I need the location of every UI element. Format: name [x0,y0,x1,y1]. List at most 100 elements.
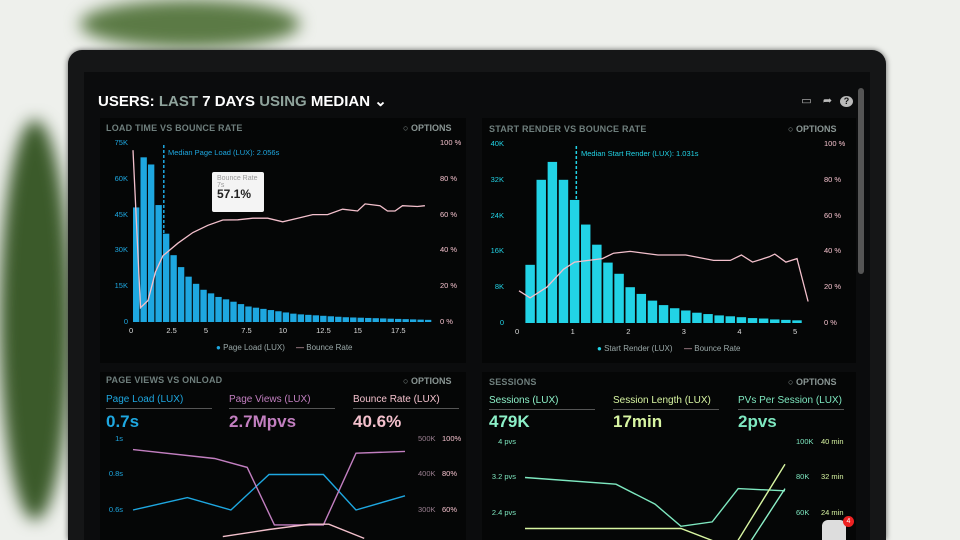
options-button[interactable]: ○ OPTIONS [403,376,452,386]
kpi-value: 40.6% [353,412,402,431]
histogram-bar [770,319,780,323]
monitor-icon[interactable]: ▭ [801,95,812,107]
histogram-bar [714,315,724,323]
median-annotation: Median Start Render (LUX): 1.031s [581,149,699,158]
histogram-bar [133,207,140,322]
histogram-bar [692,312,702,323]
tick-label: 32K [490,174,504,184]
histogram-bar [603,262,613,323]
help-icon[interactable]: ? [840,96,853,107]
tick-label: 20 % [440,281,458,291]
options-button[interactable]: ○ OPTIONS [403,123,452,133]
histogram-bar [327,316,334,322]
tick-label: 20 % [824,282,842,292]
histogram-bar [342,317,349,322]
histogram-bar [297,314,305,322]
histogram-bar [252,307,260,322]
tick-label: 60K [796,508,810,517]
tick-label: 80 % [440,173,458,183]
histogram-bar [747,318,758,323]
tick-label: 100 % [440,138,462,147]
tick-label: 0.8s [108,469,123,478]
chat-button[interactable] [822,520,846,540]
page-title[interactable]: USERS: LAST 7 DAYS USING MEDIAN ⌄ [98,92,387,110]
tick-label: 3 [681,327,686,336]
kpi-label[interactable]: Session Length (LUX) [613,395,719,410]
histogram-bar [580,224,591,323]
options-label: OPTIONS [795,124,837,134]
tick-label: 24K [490,210,504,220]
legend-label: Bounce Rate [306,343,353,352]
tick-label: 24 min [821,508,844,517]
histogram-bar [140,157,147,322]
tick-label: 2.4 pvs [491,508,516,517]
kpi-value: 2.7Mpvs [229,412,297,431]
tick-label: 60 % [824,210,842,220]
histogram-bar [636,293,647,323]
histogram-bar [558,179,569,323]
chart-title: START RENDER VS BOUNCE RATE [489,124,647,134]
tick-label: 0 [515,327,520,336]
kpi-label[interactable]: Page Load (LUX) [106,394,212,409]
histogram-bar [625,287,635,323]
background-plant [80,0,300,48]
tick-label: 60K [114,173,128,183]
options-button[interactable]: ○ OPTIONS [788,124,837,134]
histogram-bar [162,233,170,322]
series-line [132,473,406,511]
legend-item[interactable]: — Bounce Rate [296,343,353,352]
options-label: OPTIONS [410,376,452,386]
histogram-bar [290,313,297,322]
kpi-label[interactable]: Bounce Rate (LUX) [353,394,459,409]
tick-label: 4 pvs [498,437,516,446]
tick-label: 0.6s [108,505,123,514]
title-using: USING [259,93,307,110]
histogram-bar [736,317,747,323]
histogram-bar [350,317,357,322]
chevron-down-icon[interactable]: ⌄ [374,93,387,110]
legend-item[interactable]: ● Page Load (LUX) [216,343,285,352]
kpi-value: 479K [489,412,530,431]
chart-title: LOAD TIME VS BOUNCE RATE [106,123,243,133]
kpi-label[interactable]: Page Views (LUX) [229,394,335,409]
tick-label: 15K [114,281,128,291]
tooltip: Bounce Rate 7s 57.1% [212,172,264,212]
legend-item[interactable]: — Bounce Rate [684,344,741,353]
share-icon[interactable]: ➦ [822,95,833,107]
histogram-bar [592,244,602,323]
legend-line-icon: — [296,343,304,352]
background-plant [0,120,70,520]
histogram-bar [758,318,769,323]
histogram-bar [781,319,791,323]
legend-item[interactable]: ● Start Render (LUX) [597,344,673,353]
histogram-bar [402,319,409,322]
legend-dot-icon: ● [597,344,602,353]
histogram-bar [536,179,546,323]
histogram-bar [372,318,379,322]
histogram-bar [669,308,680,323]
tick-label: 80% [442,469,458,478]
tick-label: 15 [353,326,362,335]
tick-label: 75K [114,138,128,147]
tick-label: 0 % [440,317,453,326]
title-range: 7 DAYS [202,93,256,110]
legend-line-icon: — [684,344,692,353]
legend-label: Start Render (LUX) [604,344,673,353]
tick-label: 12.5 [316,326,331,335]
tick-label: 32 min [821,472,844,481]
tick-label: 8K [494,282,504,292]
title-last: LAST [158,93,199,110]
kpi-label[interactable]: Sessions (LUX) [489,395,595,410]
panel-sessions [482,372,856,540]
tick-label: 1 [570,327,575,336]
median-annotation: Median Page Load (LUX): 2.056s [168,148,280,157]
options-button[interactable]: ○ OPTIONS [788,377,837,387]
histogram-bar [365,317,372,322]
kpi-label[interactable]: PVs Per Session (LUX) [738,395,844,410]
scrollbar[interactable] [858,88,864,274]
histogram-bar [335,316,342,322]
tick-label: 300K [418,505,436,514]
histogram-bar [237,304,245,322]
histogram-bar [192,283,200,322]
